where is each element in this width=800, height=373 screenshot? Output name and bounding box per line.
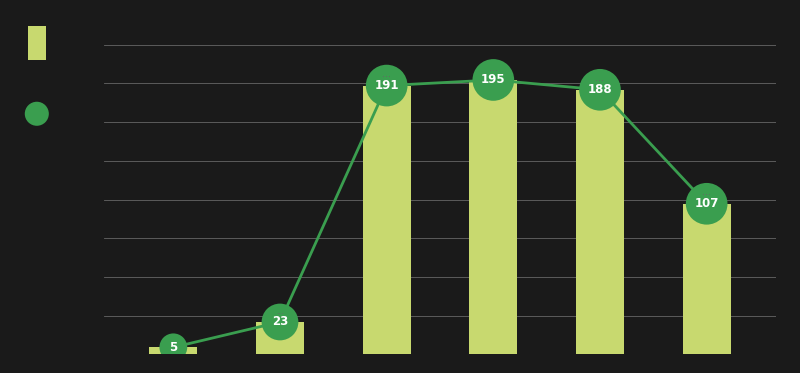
Text: ...: ...: [489, 63, 498, 73]
Point: [274, 319, 286, 325]
Text: 188: 188: [588, 83, 612, 96]
Bar: [362, 85, 410, 354]
Bar: [682, 204, 730, 354]
Bar: [470, 80, 518, 354]
Text: 195: 195: [481, 73, 506, 87]
Text: 5: 5: [170, 341, 178, 354]
Point: [700, 201, 713, 207]
Text: 23: 23: [272, 316, 288, 329]
Text: ...: ...: [276, 307, 284, 316]
Point: [30, 111, 43, 117]
Text: 107: 107: [694, 197, 719, 210]
Text: 191: 191: [374, 79, 399, 92]
Bar: [576, 90, 624, 354]
Point: [594, 87, 606, 93]
Bar: [150, 347, 198, 354]
Text: ...: ...: [382, 69, 391, 79]
Point: [167, 344, 180, 350]
Text: ...: ...: [702, 187, 711, 197]
Bar: [256, 322, 304, 354]
Point: [380, 82, 393, 88]
Text: ...: ...: [595, 73, 605, 83]
Point: [487, 77, 500, 83]
